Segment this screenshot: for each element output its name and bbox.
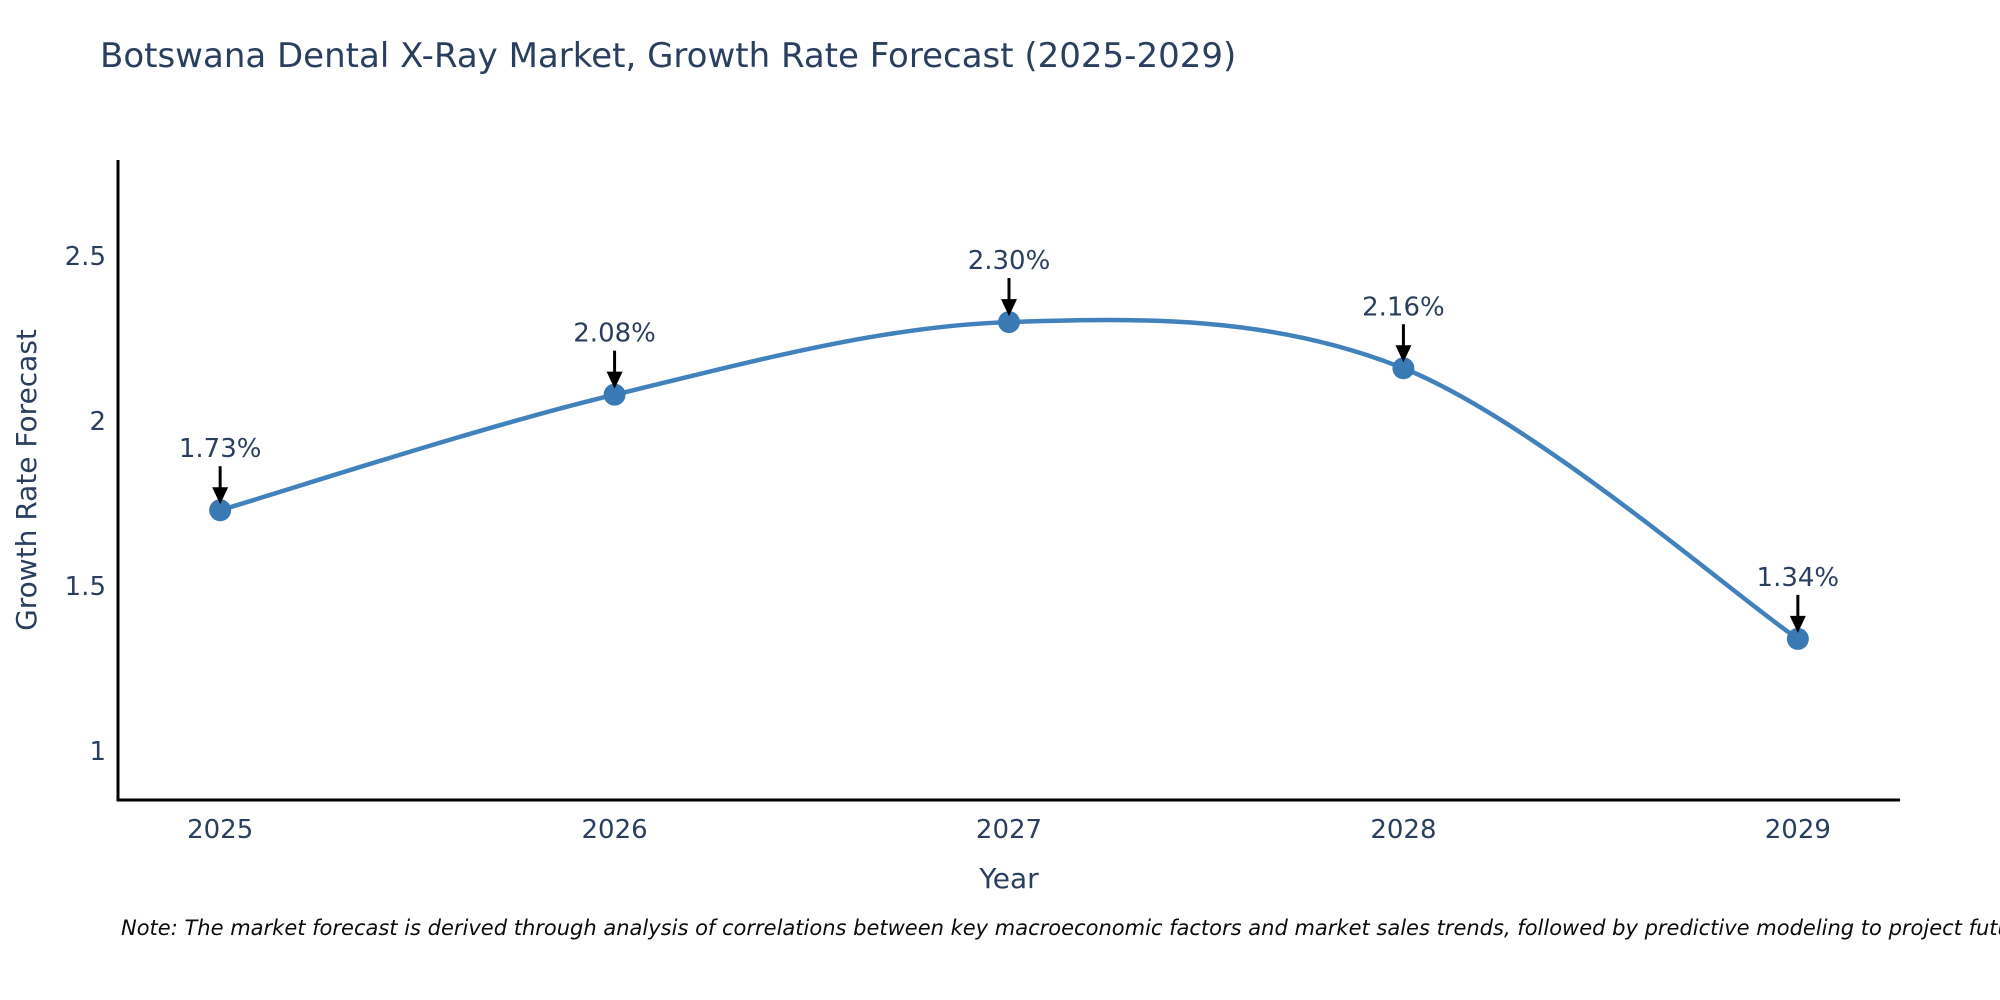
annotation-arrowhead-icon (1395, 345, 1412, 363)
y-axis-title: Growth Rate Forecast (10, 329, 43, 631)
footnote: Note: The market forecast is derived thr… (121, 916, 2000, 940)
series-line (219, 317, 1800, 641)
point-value-label: 1.73% (179, 434, 262, 464)
x-tick-label: 2029 (1765, 815, 1831, 845)
annotation-arrowhead-icon (1789, 615, 1806, 633)
x-tick-label: 2028 (1370, 815, 1436, 845)
y-tick-label: 1 (89, 737, 106, 767)
point-value-label: 2.08% (573, 319, 656, 349)
x-axis-title: Year (978, 862, 1039, 895)
data-point-marker (209, 499, 232, 522)
y-tick-label: 2.5 (65, 242, 106, 272)
y-tick-label: 2 (89, 407, 106, 437)
annotation-arrowhead-icon (212, 487, 229, 505)
data-point-marker (998, 311, 1020, 334)
data-point-marker (603, 383, 626, 406)
data-point-marker (1392, 357, 1415, 380)
chart-title: Botswana Dental X-Ray Market, Growth Rat… (100, 36, 1237, 76)
annotation-arrowhead-icon (1001, 299, 1017, 317)
point-value-label: 2.16% (1362, 292, 1445, 322)
y-tick-label: 1.5 (65, 572, 106, 602)
x-tick-label: 2027 (976, 815, 1042, 845)
x-tick-label: 2026 (581, 815, 647, 845)
point-value-label: 2.30% (968, 246, 1051, 276)
point-value-label: 1.34% (1757, 563, 1840, 593)
data-point-marker (1786, 627, 1809, 650)
annotation-arrowhead-icon (606, 371, 623, 389)
x-tick-label: 2025 (187, 815, 253, 845)
